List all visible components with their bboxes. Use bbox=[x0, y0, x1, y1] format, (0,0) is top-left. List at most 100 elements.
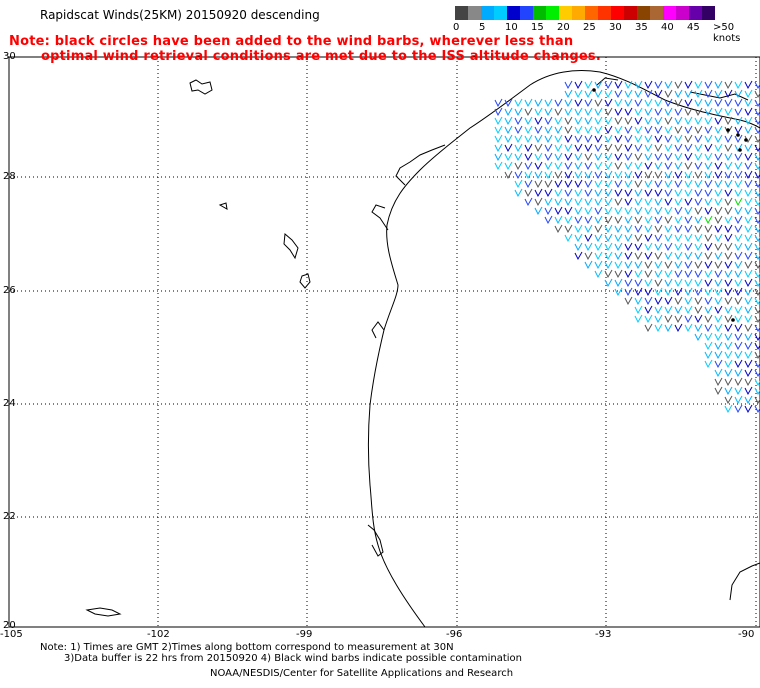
wind-barb bbox=[594, 251, 603, 261]
wind-barb bbox=[594, 179, 603, 189]
wind-barb bbox=[684, 116, 693, 126]
wind-barb bbox=[644, 98, 653, 108]
wind-barb bbox=[654, 170, 663, 180]
wind-barb bbox=[574, 143, 583, 153]
wind-barb bbox=[594, 80, 603, 90]
legend-swatch bbox=[559, 6, 572, 20]
wind-barb bbox=[754, 144, 760, 153]
wind-barb bbox=[724, 260, 733, 270]
wind-barb bbox=[544, 125, 553, 135]
wind-barb bbox=[584, 242, 593, 252]
wind-barb bbox=[704, 215, 713, 225]
wind-barb bbox=[724, 287, 733, 297]
wind-barb bbox=[654, 206, 663, 216]
wind-barb bbox=[754, 99, 760, 108]
wind-barb bbox=[534, 161, 543, 171]
wind-barb bbox=[754, 108, 760, 117]
wind-barb bbox=[574, 224, 583, 234]
wind-barb bbox=[674, 260, 683, 270]
wind-barb bbox=[664, 125, 673, 135]
wind-barb bbox=[564, 80, 573, 90]
wind-barb bbox=[674, 179, 683, 189]
wind-barb bbox=[604, 224, 613, 234]
wind-barb bbox=[684, 152, 693, 162]
wind-barb bbox=[594, 215, 603, 225]
wind-barb bbox=[744, 170, 753, 180]
wind-barb bbox=[714, 143, 723, 153]
lon-label-105: -105 bbox=[0, 629, 23, 640]
legend-swatch bbox=[494, 6, 507, 20]
wind-barb bbox=[744, 134, 753, 144]
wind-barb bbox=[584, 179, 593, 189]
wind-barb bbox=[684, 125, 693, 135]
wind-barb bbox=[664, 314, 673, 324]
lon-label-99: -99 bbox=[296, 629, 313, 640]
lon-label-90: -90 bbox=[738, 629, 755, 640]
wind-barb bbox=[644, 242, 653, 252]
wind-barb bbox=[694, 260, 703, 270]
wind-barb bbox=[754, 351, 760, 360]
wind-barb bbox=[734, 80, 743, 90]
wind-barb bbox=[644, 170, 653, 180]
wind-barb bbox=[624, 134, 633, 144]
wind-barb bbox=[744, 287, 753, 297]
wind-barb bbox=[654, 98, 663, 108]
wind-barb bbox=[594, 107, 603, 117]
wind-barb bbox=[734, 170, 743, 180]
wind-barb bbox=[684, 107, 693, 117]
wind-barb bbox=[554, 206, 563, 216]
wind-barb bbox=[514, 98, 523, 108]
wind-barb bbox=[744, 368, 753, 378]
footer-note-2: 3)Data buffer is 22 hrs from 20150920 4)… bbox=[64, 653, 522, 664]
wind-barb bbox=[494, 152, 503, 162]
wind-barb bbox=[524, 116, 533, 126]
wind-barb bbox=[714, 206, 723, 216]
wind-barb bbox=[674, 161, 683, 171]
wind-barb bbox=[534, 188, 543, 198]
wind-barb bbox=[584, 134, 593, 144]
wind-barb bbox=[734, 152, 743, 162]
wind-barb bbox=[584, 107, 593, 117]
legend-tick-label: 20 bbox=[557, 22, 570, 33]
wind-barb bbox=[624, 224, 633, 234]
wind-barb bbox=[554, 98, 563, 108]
wind-barb bbox=[674, 296, 683, 306]
wind-barb bbox=[734, 287, 743, 297]
wind-barb bbox=[754, 369, 760, 378]
wind-barb bbox=[684, 278, 693, 288]
wind-barb bbox=[634, 224, 643, 234]
wind-barb bbox=[584, 170, 593, 180]
wind-barb bbox=[604, 89, 613, 99]
wind-barb bbox=[714, 224, 723, 234]
wind-barb bbox=[544, 179, 553, 189]
wind-barb bbox=[754, 405, 760, 414]
lon-label-93: -93 bbox=[595, 629, 612, 640]
wind-barb bbox=[714, 251, 723, 261]
wind-barb bbox=[724, 269, 733, 279]
wind-barb bbox=[544, 107, 553, 117]
wind-barb bbox=[514, 170, 523, 180]
wind-barb bbox=[704, 143, 713, 153]
wind-barb bbox=[754, 270, 760, 279]
wind-barb bbox=[734, 269, 743, 279]
wind-barb bbox=[544, 206, 553, 216]
wind-barb bbox=[664, 305, 673, 315]
wind-barb bbox=[644, 233, 653, 243]
wind-barb bbox=[704, 188, 713, 198]
contamination-markers bbox=[592, 88, 748, 322]
wind-barb bbox=[754, 216, 760, 225]
wind-barb bbox=[634, 215, 643, 225]
wind-barb bbox=[594, 224, 603, 234]
wind-barb bbox=[634, 161, 643, 171]
wind-barb bbox=[584, 206, 593, 216]
wind-barb bbox=[744, 323, 753, 333]
wind-barb bbox=[734, 404, 743, 414]
wind-barb bbox=[574, 206, 583, 216]
wind-barb bbox=[574, 161, 583, 171]
wind-barb bbox=[494, 143, 503, 153]
wind-barb bbox=[604, 260, 613, 270]
wind-barb bbox=[714, 188, 723, 198]
note-line-2: optimal wind retrieval conditions are me… bbox=[41, 49, 602, 64]
wind-barb bbox=[714, 170, 723, 180]
wind-barb bbox=[724, 395, 733, 405]
